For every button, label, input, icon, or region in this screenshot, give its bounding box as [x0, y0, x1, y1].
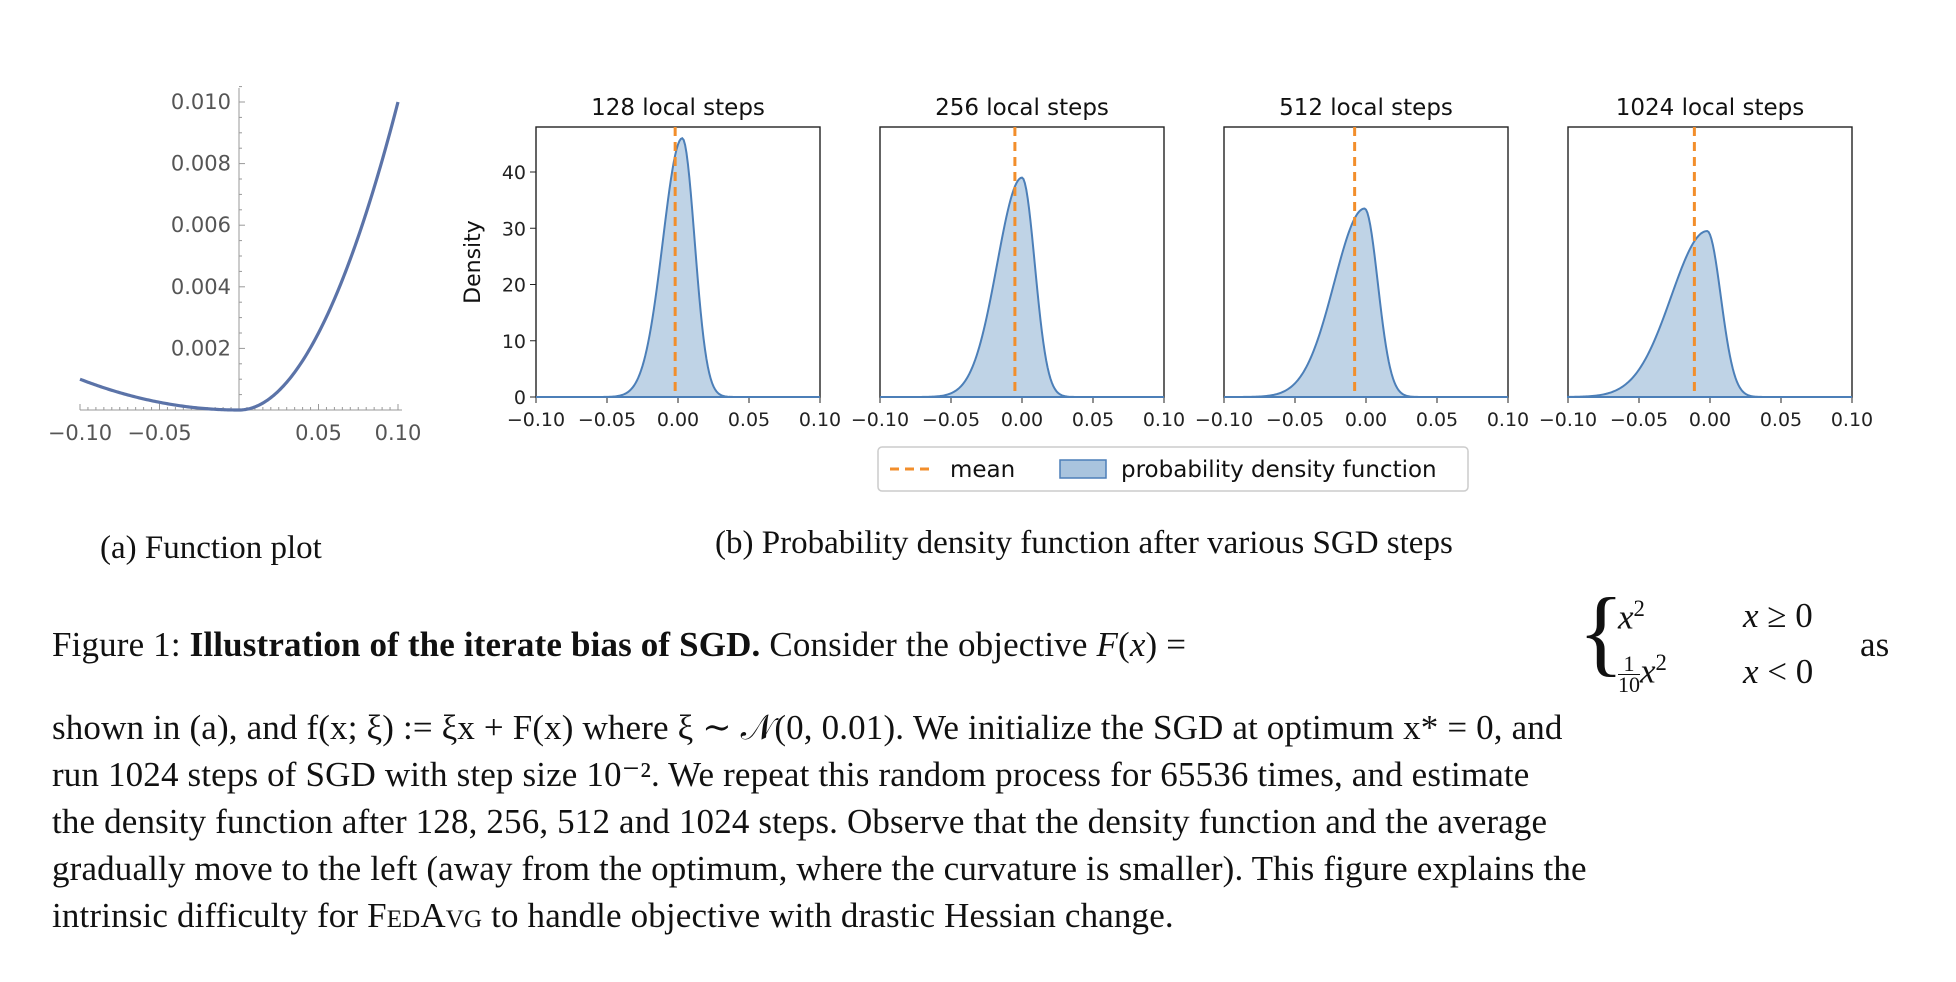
caption-line1-text: Consider the objective	[769, 625, 1088, 664]
kde-x-tick-label: 0.10	[799, 409, 841, 431]
fplot-curve	[79, 101, 400, 412]
kde-density-area	[1567, 230, 1852, 398]
kde-y-tick-label: 10	[502, 331, 526, 353]
legend-pdf-label: probability density function	[1121, 457, 1437, 483]
fplot-x-tick-label: −0.05	[127, 421, 191, 445]
fplot-y-tick-label: 0.010	[171, 90, 231, 114]
kde-x-tick-label: −0.05	[1266, 409, 1324, 431]
caption-label: Figure 1:	[52, 625, 181, 664]
kde-x-tick-label: 0.05	[728, 409, 770, 431]
kde-x-tick-label: −0.10	[1195, 409, 1253, 431]
caption-line-1: Figure 1: Illustration of the iterate bi…	[52, 625, 1187, 664]
kde-x-tick-label: −0.10	[851, 409, 909, 431]
fplot-y-tick-label: 0.006	[171, 213, 231, 237]
kde-x-tick-label: 0.00	[1001, 409, 1043, 431]
figure-plots: −0.10 −0.05 0.05 0.10 0.002 0.004 0.006 0.008 0.…	[48, 86, 1873, 492]
fplot-x-tick-label: −0.10	[48, 421, 112, 445]
kde-x-tick-label: −0.10	[1539, 409, 1597, 431]
kde-x-tick-label: 0.10	[1143, 409, 1185, 431]
kde-x-tick-label: −0.10	[507, 409, 565, 431]
caption-line-2: shown in (a), and f(x; ξ) := ξx + F(x) w…	[52, 708, 1563, 747]
fedavg-name: FedAvg	[367, 896, 483, 935]
kde-panel-title: 1024 local steps	[1616, 95, 1804, 121]
kde-density-area	[536, 137, 820, 398]
piecewise-definition: { x2 x ≥ 0 1 10 x2 x < 0	[1578, 578, 1814, 698]
caption-title: Illustration of the iterate bias of SGD.	[189, 625, 761, 664]
kde-panel-title: 512 local steps	[1279, 95, 1453, 121]
kde-y-tick-label: 30	[502, 218, 526, 240]
kde-x-tick-label: 0.10	[1487, 409, 1529, 431]
caption-line6-post: to handle objective with drastic Hessian…	[482, 896, 1174, 935]
kde-x-tick-label: 0.05	[1072, 409, 1114, 431]
kde-x-tick-label: −0.05	[578, 409, 636, 431]
kde-y-tick-label: 0	[514, 387, 526, 409]
kde-legend	[877, 446, 1469, 492]
kde-x-tick-label: 0.05	[1760, 409, 1802, 431]
kde-x-tick-label: −0.05	[922, 409, 980, 431]
kde-density-area	[1223, 207, 1508, 398]
caption-line6-pre: intrinsic difficulty for	[52, 896, 368, 935]
kde-x-tick-label: 0.00	[657, 409, 699, 431]
caption-line-3: run 1024 steps of SGD with step size 10⁻…	[52, 755, 1530, 794]
kde-y-tick-label: 20	[502, 275, 526, 297]
kde-density-area	[880, 176, 1164, 398]
fplot-y-tick-label: 0.004	[171, 275, 231, 299]
function-plot-caption: (a) Function plot	[100, 530, 322, 566]
kde-x-tick-label: 0.10	[1831, 409, 1873, 431]
legend-mean-label: mean	[950, 457, 1015, 483]
kde-x-tick-label: 0.00	[1689, 409, 1731, 431]
kde-panel-title: 128 local steps	[591, 95, 765, 121]
fplot-x-tick-label: 0.10	[375, 421, 422, 445]
legend-pdf-swatch	[1059, 459, 1107, 479]
kde-x-tick-label: −0.05	[1610, 409, 1668, 431]
kde-plots-caption: (b) Probability density function after v…	[715, 525, 1453, 561]
kde-x-tick-label: 0.05	[1416, 409, 1458, 431]
caption-line-6: intrinsic difficulty for FedAvg to handl…	[52, 896, 1174, 936]
kde-y-tick-label: 40	[502, 162, 526, 184]
caption-line-5: gradually move to the left (away from th…	[52, 849, 1587, 888]
caption-line-4: the density function after 128, 256, 512…	[52, 802, 1548, 841]
fplot-y-tick-label: 0.002	[171, 336, 231, 360]
fplot-y-tick-label: 0.008	[171, 152, 231, 176]
kde-panel-title: 256 local steps	[935, 95, 1109, 121]
caption-line1-after: as	[1860, 625, 1890, 664]
kde-x-tick-label: 0.00	[1345, 409, 1387, 431]
kde-ylabel: Density	[461, 220, 486, 304]
fplot-x-tick-label: 0.05	[295, 421, 342, 445]
